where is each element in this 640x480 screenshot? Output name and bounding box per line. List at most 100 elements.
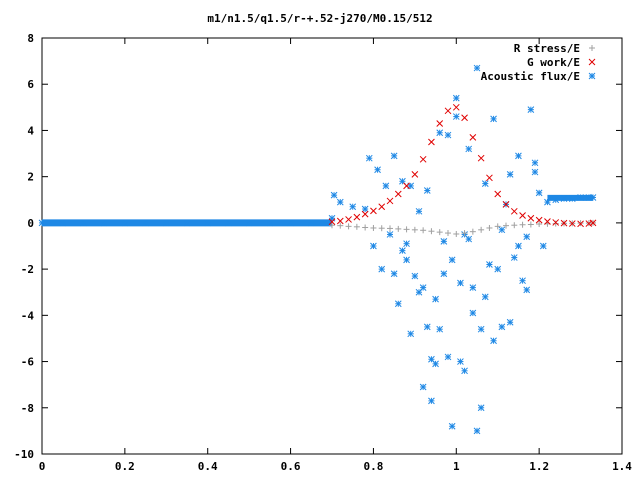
data-point: [490, 337, 497, 345]
data-point: [510, 207, 518, 215]
data-point: [568, 220, 576, 227]
y-tick-label: -10: [14, 448, 34, 461]
y-tick-label: -4: [21, 309, 35, 322]
data-point: [428, 355, 435, 363]
data-point: [80, 219, 87, 227]
data-point: [527, 214, 535, 222]
data-point: [589, 219, 597, 227]
y-tick-label: 0: [27, 217, 34, 230]
data-point: [436, 120, 444, 127]
data-point: [527, 221, 534, 228]
y-tick-labels: -10 -8 -6 -4 -2 0 2 4 6 8: [14, 32, 34, 461]
data-point: [428, 397, 435, 405]
data-point: [503, 222, 509, 229]
data-point: [432, 360, 439, 368]
data-point: [365, 154, 373, 162]
data-point: [399, 247, 406, 254]
data-point: [415, 207, 423, 215]
data-point: [506, 171, 514, 178]
data-point: [452, 113, 460, 120]
data-point: [121, 219, 129, 227]
data-point: [423, 323, 431, 331]
series-layer: [38, 64, 597, 435]
data-point: [349, 203, 357, 211]
data-point: [519, 221, 526, 228]
data-point: [469, 309, 477, 317]
data-point: [403, 226, 410, 233]
data-point: [370, 207, 377, 215]
data-point: [469, 228, 476, 235]
x-tick-label: 0.8: [363, 460, 383, 473]
data-point: [444, 131, 452, 139]
data-point: [419, 155, 427, 163]
data-point: [419, 383, 427, 391]
data-point: [162, 219, 170, 227]
data-point: [523, 233, 531, 241]
legend-marker: [588, 72, 596, 80]
y-tick-label: 2: [27, 171, 34, 184]
data-point: [473, 427, 481, 435]
data-point: [353, 223, 360, 230]
data-point: [394, 300, 402, 308]
x-tick-label: 0.2: [115, 460, 135, 473]
data-point: [494, 223, 501, 230]
data-point: [477, 404, 485, 412]
data-point: [374, 166, 381, 174]
data-point: [527, 106, 535, 113]
data-point: [361, 210, 369, 218]
data-point: [386, 231, 394, 238]
data-point: [411, 171, 419, 178]
data-point: [336, 217, 344, 225]
data-point: [461, 367, 468, 375]
data-point: [361, 205, 369, 213]
data-point: [403, 256, 410, 264]
legend-marker: [588, 58, 596, 66]
data-point: [330, 191, 338, 199]
data-point: [444, 353, 452, 361]
data-point: [486, 261, 493, 268]
data-point: [345, 216, 352, 223]
x-tick-label: 0: [39, 460, 46, 473]
data-point: [577, 194, 584, 201]
legend-marker: [589, 45, 595, 51]
data-point: [469, 284, 477, 291]
data-point: [515, 152, 522, 160]
data-point: [287, 219, 294, 227]
data-point: [477, 325, 485, 333]
x-tick-label: 1: [453, 460, 460, 473]
data-point: [100, 219, 108, 227]
data-point: [469, 134, 477, 141]
chart-title: m1/n1.5/q1.5/r-+.52-j270/M0.15/512: [207, 12, 432, 25]
data-point: [245, 219, 253, 227]
data-point: [428, 138, 435, 146]
data-point: [337, 222, 344, 229]
legend-label: R stress/E: [514, 42, 580, 55]
data-point: [370, 224, 377, 231]
data-point: [494, 265, 502, 273]
data-point: [345, 223, 352, 230]
legend-label: Acoustic flux/E: [481, 70, 580, 83]
data-point: [515, 242, 522, 250]
data-point: [444, 107, 452, 115]
data-point: [506, 318, 514, 326]
data-point: [481, 180, 489, 187]
data-point: [362, 224, 369, 231]
y-tick-label: 6: [27, 78, 34, 91]
x-tick-label: 1.2: [529, 460, 549, 473]
data-point: [448, 256, 456, 264]
data-point: [395, 225, 402, 232]
data-point: [353, 213, 361, 221]
data-point: [336, 198, 344, 206]
plot-frame: [41, 37, 623, 455]
data-point: [329, 222, 335, 229]
data-point: [473, 64, 481, 72]
data-point: [204, 219, 212, 227]
data-point: [539, 242, 547, 250]
data-point: [498, 226, 506, 234]
data-point: [428, 228, 435, 235]
data-point: [38, 219, 46, 227]
data-point: [407, 330, 415, 338]
data-point: [552, 196, 560, 204]
data-point: [390, 152, 398, 160]
y-tick-label: 4: [27, 124, 34, 137]
